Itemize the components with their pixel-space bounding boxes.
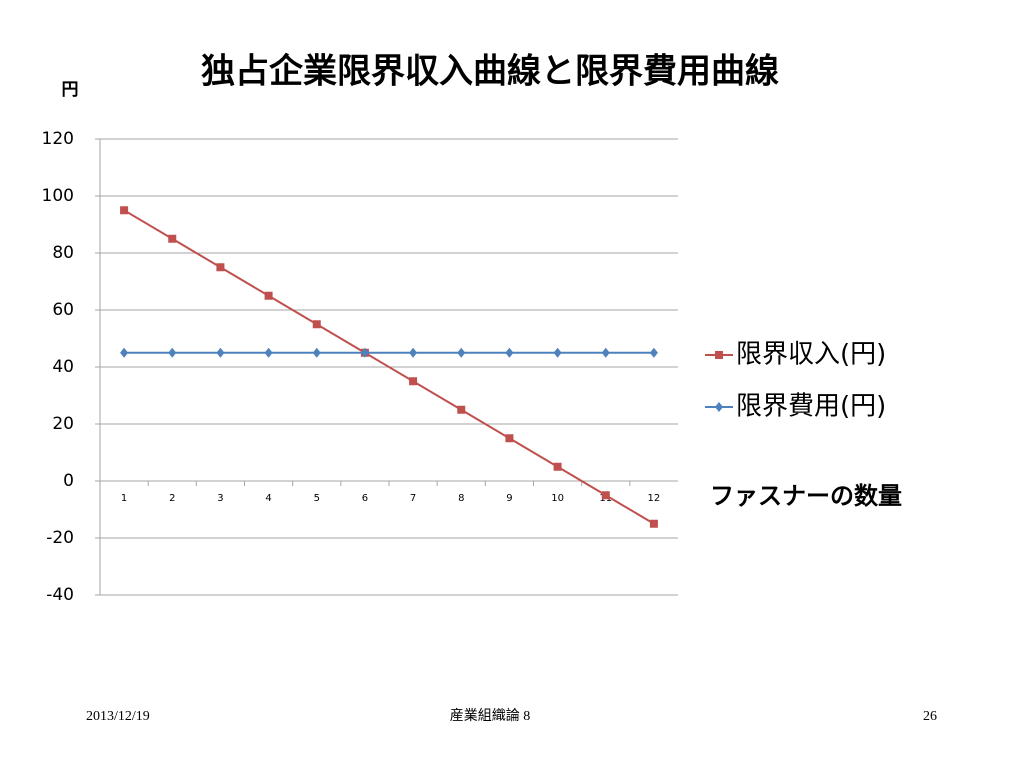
y-tick-label: -20: [46, 528, 74, 548]
y-tick-label: -40: [46, 585, 74, 605]
marker: [168, 347, 177, 358]
y-tick-label: 120: [42, 129, 74, 149]
y-tick-label: 80: [52, 243, 74, 263]
x-tick-label: 2: [169, 493, 175, 504]
y-tick-label: 40: [52, 357, 74, 377]
x-tick-label: 7: [410, 493, 416, 504]
marker: [715, 351, 723, 359]
x-tick-label: 9: [506, 493, 512, 504]
page-number: 26: [923, 709, 937, 724]
legend-label: 限界費用(円): [736, 392, 886, 422]
marker: [457, 405, 466, 414]
marker: [601, 491, 610, 500]
marker: [168, 234, 177, 243]
x-tick-label: 8: [458, 493, 464, 504]
marker: [264, 291, 273, 300]
marker: [216, 347, 225, 358]
x-axis-label: ファスナーの数量: [710, 482, 902, 510]
chart-title: 独占企業限界収入曲線と限界費用曲線: [201, 52, 779, 92]
marker: [409, 347, 418, 358]
y-tick-label: 0: [63, 471, 74, 491]
marker: [120, 206, 129, 215]
series-line: [123, 209, 655, 525]
legend-label: 限界収入(円): [736, 340, 886, 370]
marker: [457, 347, 466, 358]
x-tick-label: 6: [362, 493, 368, 504]
marker: [264, 347, 273, 358]
marker: [715, 402, 723, 412]
marker: [312, 347, 321, 358]
x-tick-label: 3: [217, 493, 223, 504]
marker: [360, 347, 369, 358]
x-tick-label: 5: [314, 493, 320, 504]
marker: [649, 519, 658, 528]
x-tick-label: 12: [648, 493, 661, 504]
footer-date: 2013/12/19: [86, 709, 150, 724]
y-tick-label: 60: [52, 300, 74, 320]
marker: [216, 263, 225, 272]
marker: [312, 320, 321, 329]
x-tick-label: 10: [551, 493, 564, 504]
marker: [601, 347, 610, 358]
marker: [649, 347, 658, 358]
x-tick-label: 4: [265, 493, 271, 504]
y-axis-label: 円: [62, 80, 79, 100]
y-tick-label: 100: [42, 186, 74, 206]
footer-title: 産業組織論 8: [450, 708, 531, 724]
marker: [505, 347, 514, 358]
marker: [409, 377, 418, 386]
y-tick-label: 20: [52, 414, 74, 434]
x-tick-label: 1: [121, 493, 127, 504]
marker: [553, 347, 562, 358]
marker: [120, 347, 129, 358]
marker: [505, 434, 514, 443]
marker: [553, 462, 562, 471]
